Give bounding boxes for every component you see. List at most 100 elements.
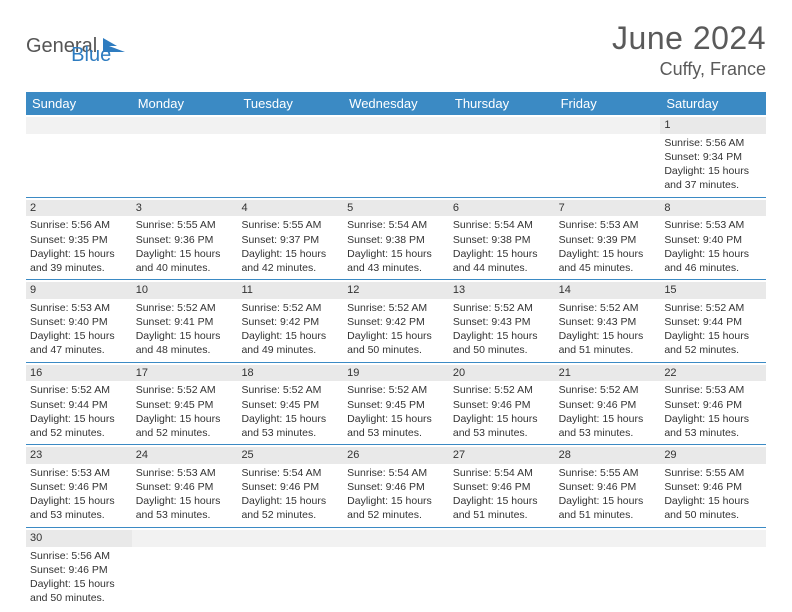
sunset-text: Sunset: 9:46 PM — [241, 480, 339, 494]
logo-text-2: Blue — [71, 44, 111, 67]
daylight-text: Daylight: 15 hours and 53 minutes. — [241, 412, 339, 440]
day-number: 7 — [555, 200, 661, 217]
week-row: 23Sunrise: 5:53 AMSunset: 9:46 PMDayligh… — [26, 445, 766, 528]
day-cell: 27Sunrise: 5:54 AMSunset: 9:46 PMDayligh… — [449, 445, 555, 527]
sunrise-text: Sunrise: 5:54 AM — [347, 218, 445, 232]
day-cell: 16Sunrise: 5:52 AMSunset: 9:44 PMDayligh… — [26, 363, 132, 445]
day-cell: 26Sunrise: 5:54 AMSunset: 9:46 PMDayligh… — [343, 445, 449, 527]
weekday-header-row: SundayMondayTuesdayWednesdayThursdayFrid… — [26, 92, 766, 115]
sunrise-text: Sunrise: 5:55 AM — [136, 218, 234, 232]
day-cell: 3Sunrise: 5:55 AMSunset: 9:36 PMDaylight… — [132, 198, 238, 280]
daylight-text: Daylight: 15 hours and 53 minutes. — [30, 494, 128, 522]
empty-cell — [132, 528, 238, 610]
day-cell: 15Sunrise: 5:52 AMSunset: 9:44 PMDayligh… — [660, 280, 766, 362]
sunrise-text: Sunrise: 5:56 AM — [30, 549, 128, 563]
empty-cell — [555, 115, 661, 197]
day-number — [660, 530, 766, 547]
daylight-text: Daylight: 15 hours and 52 minutes. — [136, 412, 234, 440]
empty-cell — [343, 528, 449, 610]
day-number: 5 — [343, 200, 449, 217]
day-number: 14 — [555, 282, 661, 299]
daylight-text: Daylight: 15 hours and 47 minutes. — [30, 329, 128, 357]
calendar: SundayMondayTuesdayWednesdayThursdayFrid… — [26, 92, 766, 609]
daylight-text: Daylight: 15 hours and 40 minutes. — [136, 247, 234, 275]
sunrise-text: Sunrise: 5:52 AM — [559, 383, 657, 397]
day-number: 9 — [26, 282, 132, 299]
day-cell: 28Sunrise: 5:55 AMSunset: 9:46 PMDayligh… — [555, 445, 661, 527]
day-number: 3 — [132, 200, 238, 217]
week-row: 16Sunrise: 5:52 AMSunset: 9:44 PMDayligh… — [26, 363, 766, 446]
sunrise-text: Sunrise: 5:52 AM — [241, 383, 339, 397]
sunset-text: Sunset: 9:45 PM — [241, 398, 339, 412]
day-cell: 11Sunrise: 5:52 AMSunset: 9:42 PMDayligh… — [237, 280, 343, 362]
day-number: 13 — [449, 282, 555, 299]
sunrise-text: Sunrise: 5:55 AM — [241, 218, 339, 232]
day-number: 23 — [26, 447, 132, 464]
day-number — [555, 117, 661, 134]
daylight-text: Daylight: 15 hours and 52 minutes. — [347, 494, 445, 522]
sunrise-text: Sunrise: 5:52 AM — [453, 383, 551, 397]
week-row: 2Sunrise: 5:56 AMSunset: 9:35 PMDaylight… — [26, 198, 766, 281]
day-number — [343, 117, 449, 134]
sunrise-text: Sunrise: 5:52 AM — [241, 301, 339, 315]
daylight-text: Daylight: 15 hours and 44 minutes. — [453, 247, 551, 275]
empty-cell — [132, 115, 238, 197]
day-cell: 2Sunrise: 5:56 AMSunset: 9:35 PMDaylight… — [26, 198, 132, 280]
day-number: 6 — [449, 200, 555, 217]
sunset-text: Sunset: 9:39 PM — [559, 233, 657, 247]
day-number: 18 — [237, 365, 343, 382]
sunrise-text: Sunrise: 5:52 AM — [136, 383, 234, 397]
sunset-text: Sunset: 9:46 PM — [136, 480, 234, 494]
sunrise-text: Sunrise: 5:56 AM — [30, 218, 128, 232]
daylight-text: Daylight: 15 hours and 50 minutes. — [664, 494, 762, 522]
sunrise-text: Sunrise: 5:52 AM — [664, 301, 762, 315]
day-number: 26 — [343, 447, 449, 464]
daylight-text: Daylight: 15 hours and 50 minutes. — [347, 329, 445, 357]
day-cell: 20Sunrise: 5:52 AMSunset: 9:46 PMDayligh… — [449, 363, 555, 445]
day-cell: 10Sunrise: 5:52 AMSunset: 9:41 PMDayligh… — [132, 280, 238, 362]
sunrise-text: Sunrise: 5:53 AM — [664, 218, 762, 232]
empty-cell — [237, 115, 343, 197]
sunset-text: Sunset: 9:42 PM — [347, 315, 445, 329]
week-row: 30Sunrise: 5:56 AMSunset: 9:46 PMDayligh… — [26, 528, 766, 610]
day-number: 22 — [660, 365, 766, 382]
sunset-text: Sunset: 9:46 PM — [347, 480, 445, 494]
day-number — [555, 530, 661, 547]
sunset-text: Sunset: 9:46 PM — [30, 563, 128, 577]
day-number: 28 — [555, 447, 661, 464]
sunset-text: Sunset: 9:44 PM — [664, 315, 762, 329]
daylight-text: Daylight: 15 hours and 51 minutes. — [559, 494, 657, 522]
sunset-text: Sunset: 9:40 PM — [30, 315, 128, 329]
day-number — [132, 530, 238, 547]
sunset-text: Sunset: 9:40 PM — [664, 233, 762, 247]
weekday-friday: Friday — [555, 92, 661, 115]
sunset-text: Sunset: 9:38 PM — [347, 233, 445, 247]
sunset-text: Sunset: 9:43 PM — [559, 315, 657, 329]
sunset-text: Sunset: 9:46 PM — [664, 398, 762, 412]
week-row: 1Sunrise: 5:56 AMSunset: 9:34 PMDaylight… — [26, 115, 766, 198]
sunrise-text: Sunrise: 5:52 AM — [347, 383, 445, 397]
sunrise-text: Sunrise: 5:54 AM — [453, 466, 551, 480]
weekday-tuesday: Tuesday — [237, 92, 343, 115]
day-cell: 25Sunrise: 5:54 AMSunset: 9:46 PMDayligh… — [237, 445, 343, 527]
day-cell: 19Sunrise: 5:52 AMSunset: 9:45 PMDayligh… — [343, 363, 449, 445]
sunrise-text: Sunrise: 5:52 AM — [30, 383, 128, 397]
day-cell: 5Sunrise: 5:54 AMSunset: 9:38 PMDaylight… — [343, 198, 449, 280]
weekday-wednesday: Wednesday — [343, 92, 449, 115]
sunrise-text: Sunrise: 5:53 AM — [136, 466, 234, 480]
daylight-text: Daylight: 15 hours and 52 minutes. — [30, 412, 128, 440]
day-number: 8 — [660, 200, 766, 217]
sunrise-text: Sunrise: 5:53 AM — [30, 301, 128, 315]
day-cell: 9 Sunrise: 5:53 AMSunset: 9:40 PMDaylight… — [26, 280, 132, 362]
sunrise-text: Sunrise: 5:52 AM — [347, 301, 445, 315]
day-number: 27 — [449, 447, 555, 464]
calendar-page: General Blue June 2024 Cuffy, France Sun… — [0, 0, 792, 609]
sunset-text: Sunset: 9:35 PM — [30, 233, 128, 247]
day-number: 17 — [132, 365, 238, 382]
sunset-text: Sunset: 9:34 PM — [664, 150, 762, 164]
sunrise-text: Sunrise: 5:54 AM — [453, 218, 551, 232]
day-number: 21 — [555, 365, 661, 382]
sunset-text: Sunset: 9:46 PM — [453, 480, 551, 494]
day-number — [237, 530, 343, 547]
weekday-thursday: Thursday — [449, 92, 555, 115]
